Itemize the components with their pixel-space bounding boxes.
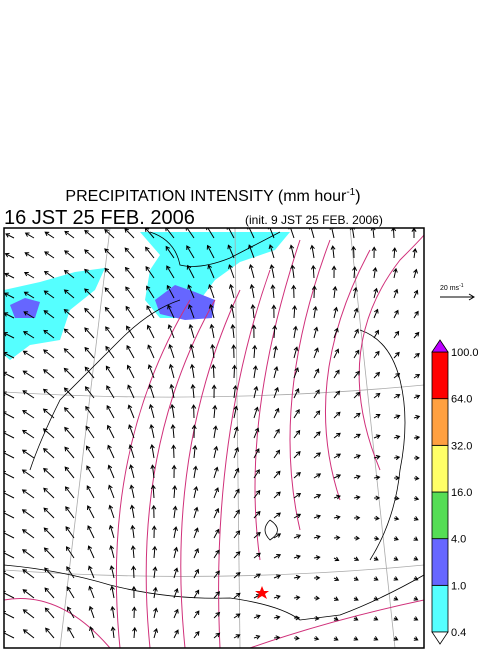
colorbar-label: 1.0 <box>451 580 466 592</box>
location-marker <box>255 586 269 599</box>
map-frame <box>3 227 425 649</box>
colorbar-segment <box>431 444 449 493</box>
wind-reference-label: 20 ms-1 <box>440 283 464 292</box>
title-end: ) <box>355 188 360 205</box>
title-main: PRECIPITATION INTENSITY (mm hour <box>65 188 347 205</box>
map <box>4 228 424 648</box>
colorbar-segment <box>431 538 449 586</box>
title: PRECIPITATION INTENSITY (mm hour-1) <box>65 187 360 205</box>
colorbar-segment <box>431 584 449 633</box>
colorbar-segment <box>431 351 449 400</box>
wind-reference-arrow <box>440 293 475 301</box>
colorbar-over <box>431 339 449 353</box>
init-time: (init. 9 JST 25 FEB. 2006) <box>245 213 383 227</box>
colorbar-label: 16.0 <box>451 487 472 499</box>
colorbar-label: 64.0 <box>451 394 472 406</box>
valid-time: 16 JST 25 FEB. 2006 <box>4 207 195 229</box>
colorbar-segment <box>431 398 449 446</box>
colorbar-segment <box>431 491 449 540</box>
colorbar-label: 0.4 <box>451 627 466 639</box>
coastlines <box>4 231 424 621</box>
wind-ref-text: 20 ms <box>440 285 460 292</box>
wind-ref-sup: -1 <box>459 283 464 289</box>
colorbar-label: 4.0 <box>451 534 466 546</box>
colorbar-label: 32.0 <box>451 440 472 452</box>
precipitation <box>4 232 290 360</box>
title-sup: -1 <box>346 187 355 198</box>
wind-vectors <box>4 228 421 641</box>
colorbar-under <box>431 631 449 645</box>
colorbar: 0.4 1.0 4.0 16.0 32.0 64.0 100.0 <box>431 339 479 645</box>
wind-arrows <box>4 228 421 641</box>
colorbar-label: 100.0 <box>451 347 479 359</box>
